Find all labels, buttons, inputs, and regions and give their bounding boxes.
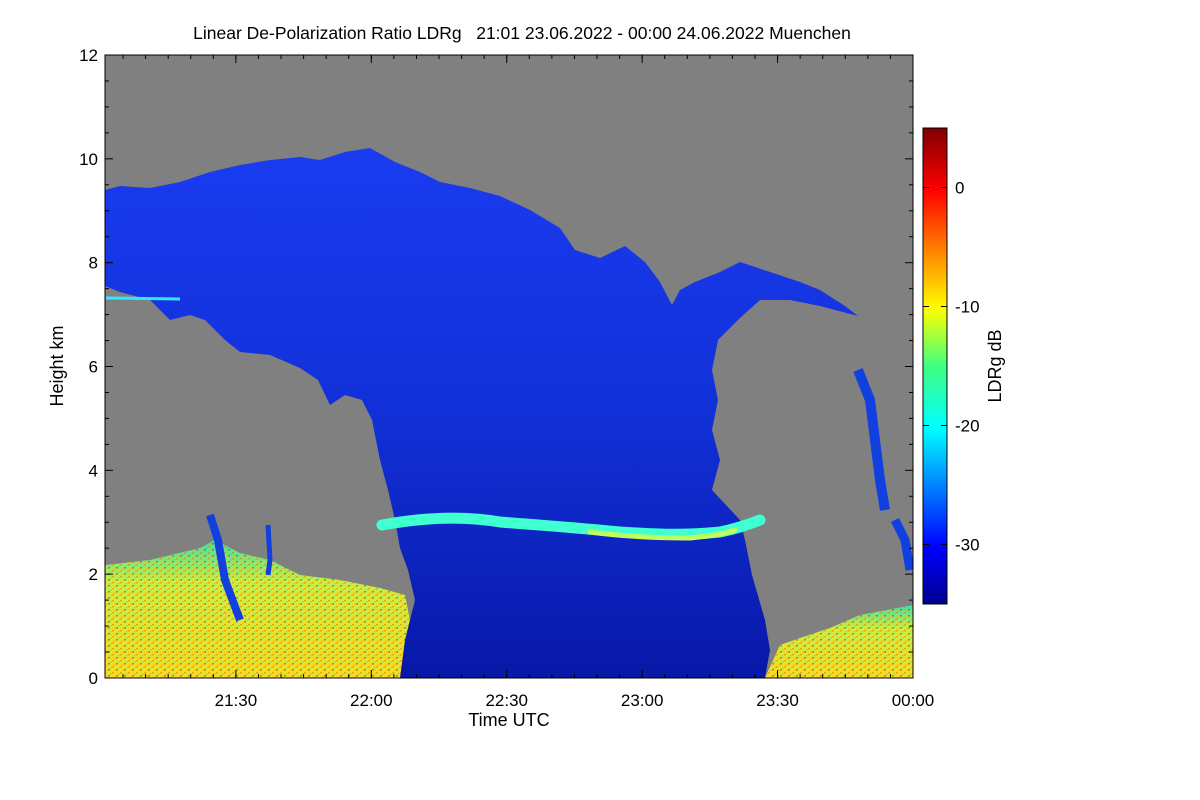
chart-title: Linear De-Polarization Ratio LDRg 21:01 … bbox=[193, 23, 851, 43]
x-tick-label-0: 21:30 bbox=[215, 691, 258, 710]
data-layer bbox=[105, 148, 913, 678]
x-tick-label-4: 23:30 bbox=[756, 691, 799, 710]
y-tick-label-1: 2 bbox=[89, 565, 98, 584]
y-axis-label: Height km bbox=[47, 325, 67, 406]
y-tick-label-2: 4 bbox=[89, 461, 98, 480]
boundary-layer-right-speckle bbox=[765, 605, 913, 678]
x-axis-label: Time UTC bbox=[468, 710, 549, 730]
right-fallstreak bbox=[853, 368, 890, 511]
virga-streak-2 bbox=[265, 524, 273, 576]
colorbar-tick-label-1: -10 bbox=[955, 298, 980, 317]
colorbar-label: LDRg dB bbox=[985, 329, 1005, 402]
y-tick-label-4: 8 bbox=[89, 254, 98, 273]
colorbar-tick-label-3: -30 bbox=[955, 536, 980, 555]
x-tick-label-2: 22:30 bbox=[485, 691, 528, 710]
y-tick-label-3: 6 bbox=[89, 358, 98, 377]
upper-thin-layer bbox=[105, 296, 181, 301]
x-tick-label-3: 23:00 bbox=[621, 691, 664, 710]
x-tick-label-1: 22:00 bbox=[350, 691, 393, 710]
colorbar-ticks: 0 -10 -20 -30 bbox=[923, 179, 980, 555]
colorbar-tick-label-2: -20 bbox=[955, 417, 980, 436]
y-tick-label-5: 10 bbox=[79, 150, 98, 169]
colorbar bbox=[922, 127, 948, 605]
cirrus-cloud bbox=[105, 148, 858, 678]
right-fallstreak-2 bbox=[890, 517, 913, 571]
y-tick-label-6: 12 bbox=[79, 46, 98, 65]
colorbar-tick-label-0: 0 bbox=[955, 179, 964, 198]
melting-layer-core bbox=[587, 527, 738, 541]
y-tick-label-0: 0 bbox=[89, 669, 98, 688]
x-tick-label-5: 00:00 bbox=[892, 691, 935, 710]
boundary-layer-left-speckle bbox=[105, 540, 410, 678]
axis-ticks: 21:30 22:00 22:30 23:00 23:30 00:00 0 2 4 6 8 10 12 bbox=[79, 46, 934, 710]
virga-streak-1 bbox=[206, 513, 244, 622]
